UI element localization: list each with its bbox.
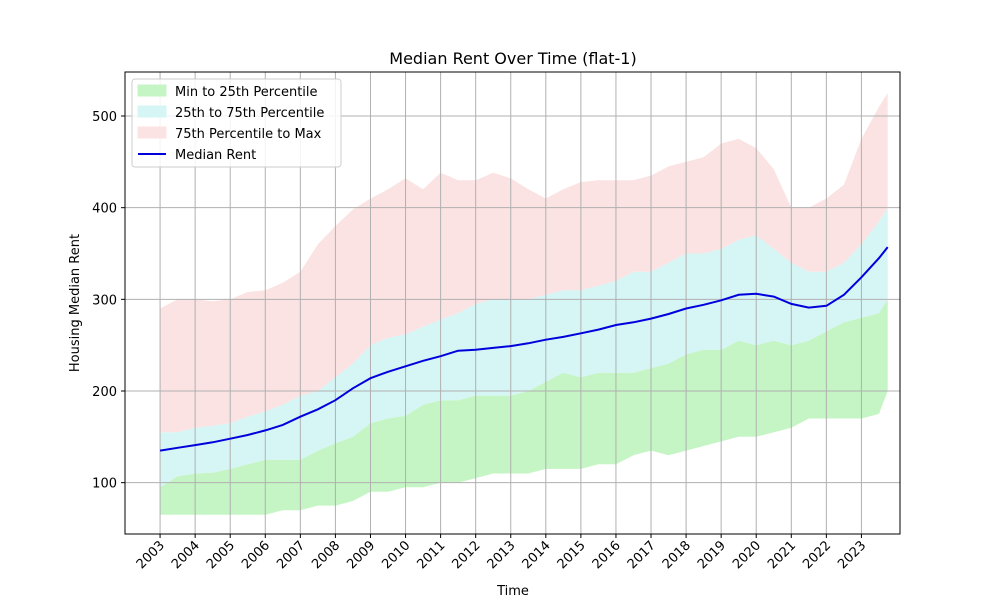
legend-swatch xyxy=(137,105,167,118)
legend-label: Median Rent xyxy=(175,148,256,163)
band-area-2 xyxy=(160,93,888,433)
median-rent-line xyxy=(159,246,889,452)
x-axis-title: Time xyxy=(496,584,529,599)
y-tick-label: 200 xyxy=(92,385,117,400)
legend-label: 25th to 75th Percentile xyxy=(175,106,324,121)
legend-swatch xyxy=(137,126,167,139)
y-tick-label: 500 xyxy=(92,110,117,125)
legend: Min to 25th Percentile 25th to 75th Perce… xyxy=(131,78,342,168)
legend-box xyxy=(131,78,342,168)
band-area-1 xyxy=(160,207,888,488)
plot-frame xyxy=(124,71,901,535)
y-tick-label: 400 xyxy=(92,202,117,217)
legend-label: 75th Percentile to Max xyxy=(175,127,322,142)
area-layers xyxy=(160,93,888,515)
y-tick-label: 300 xyxy=(92,293,117,308)
chart-title: Median Rent Over Time (flat-1) xyxy=(389,49,636,68)
y-axis-title: Housing Median Rent xyxy=(68,234,83,372)
legend-label: Min to 25th Percentile xyxy=(175,85,318,100)
y-tick-label: 100 xyxy=(92,477,117,492)
band-area-0 xyxy=(160,299,888,515)
legend-swatch xyxy=(137,84,167,97)
series-lines xyxy=(159,246,889,452)
y-axis-ticks: 100 200 300 400 500 xyxy=(92,110,125,492)
